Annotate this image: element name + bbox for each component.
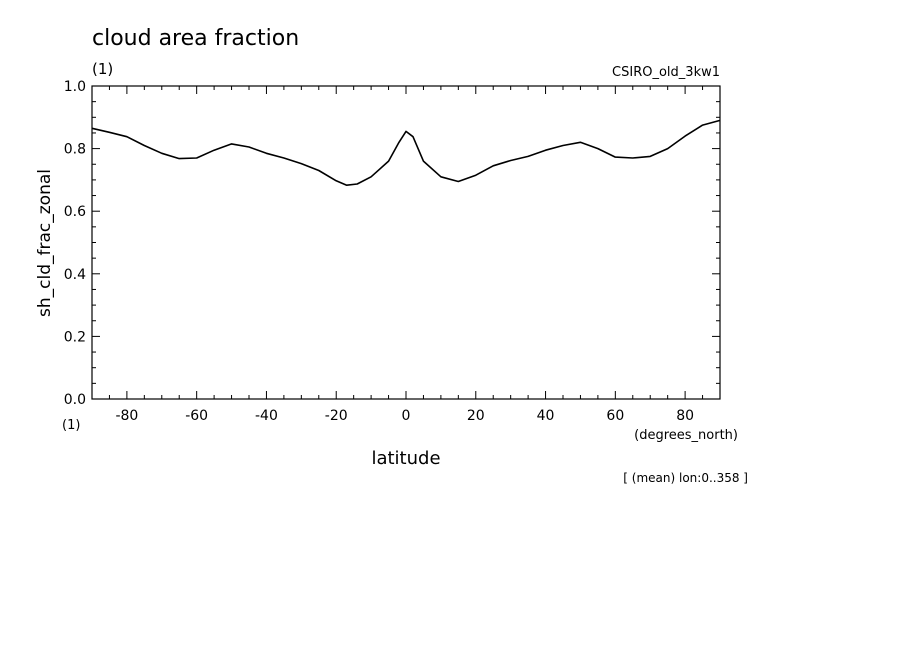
x-axis-units: (degrees_north) xyxy=(634,428,738,443)
footnote: [ (mean) lon:0..358 ] xyxy=(623,471,748,485)
y-tick-label: 0.6 xyxy=(64,204,86,220)
x-tick-label: 80 xyxy=(676,408,694,424)
x-tick-label: -40 xyxy=(255,408,278,424)
series-layer xyxy=(91,119,721,186)
y-tick-labels: 0.0 0.2 0.4 0.6 0.8 1.0 xyxy=(64,79,86,408)
x-tick-labels: -80 -60 -40 -20 0 20 40 60 80 xyxy=(115,408,694,424)
x-axis-label: latitude xyxy=(371,448,440,469)
x-tick-label: -60 xyxy=(185,408,208,424)
x-tick-label: -80 xyxy=(115,408,138,424)
y-tick-label: 0.4 xyxy=(64,267,86,283)
dataset-label: CSIRO_old_3kw1 xyxy=(612,65,720,80)
plot-frame xyxy=(91,85,721,400)
chart-title: cloud area fraction xyxy=(92,26,299,51)
y-axis-label: sh_cld_frac_zonal xyxy=(35,169,55,317)
x-tick-label: -20 xyxy=(325,408,348,424)
y-tick-label: 0.2 xyxy=(64,329,86,345)
y-tick-label: 0.8 xyxy=(64,142,86,158)
y-axis-units: (1) xyxy=(62,418,80,433)
axis-ticks xyxy=(91,85,721,400)
x-tick-label: 60 xyxy=(606,408,624,424)
y-tick-label: 0.0 xyxy=(64,392,86,408)
units-label: (1) xyxy=(92,60,113,78)
x-tick-label: 20 xyxy=(467,408,485,424)
plot-area: -80 -60 -40 -20 0 20 40 60 80 0.0 0.2 0.4 0.6 0.8 1.0 xyxy=(64,79,721,424)
y-tick-label: 1.0 xyxy=(64,79,86,95)
x-tick-label: 0 xyxy=(402,408,411,424)
series-line xyxy=(91,119,721,186)
x-tick-label: 40 xyxy=(537,408,555,424)
